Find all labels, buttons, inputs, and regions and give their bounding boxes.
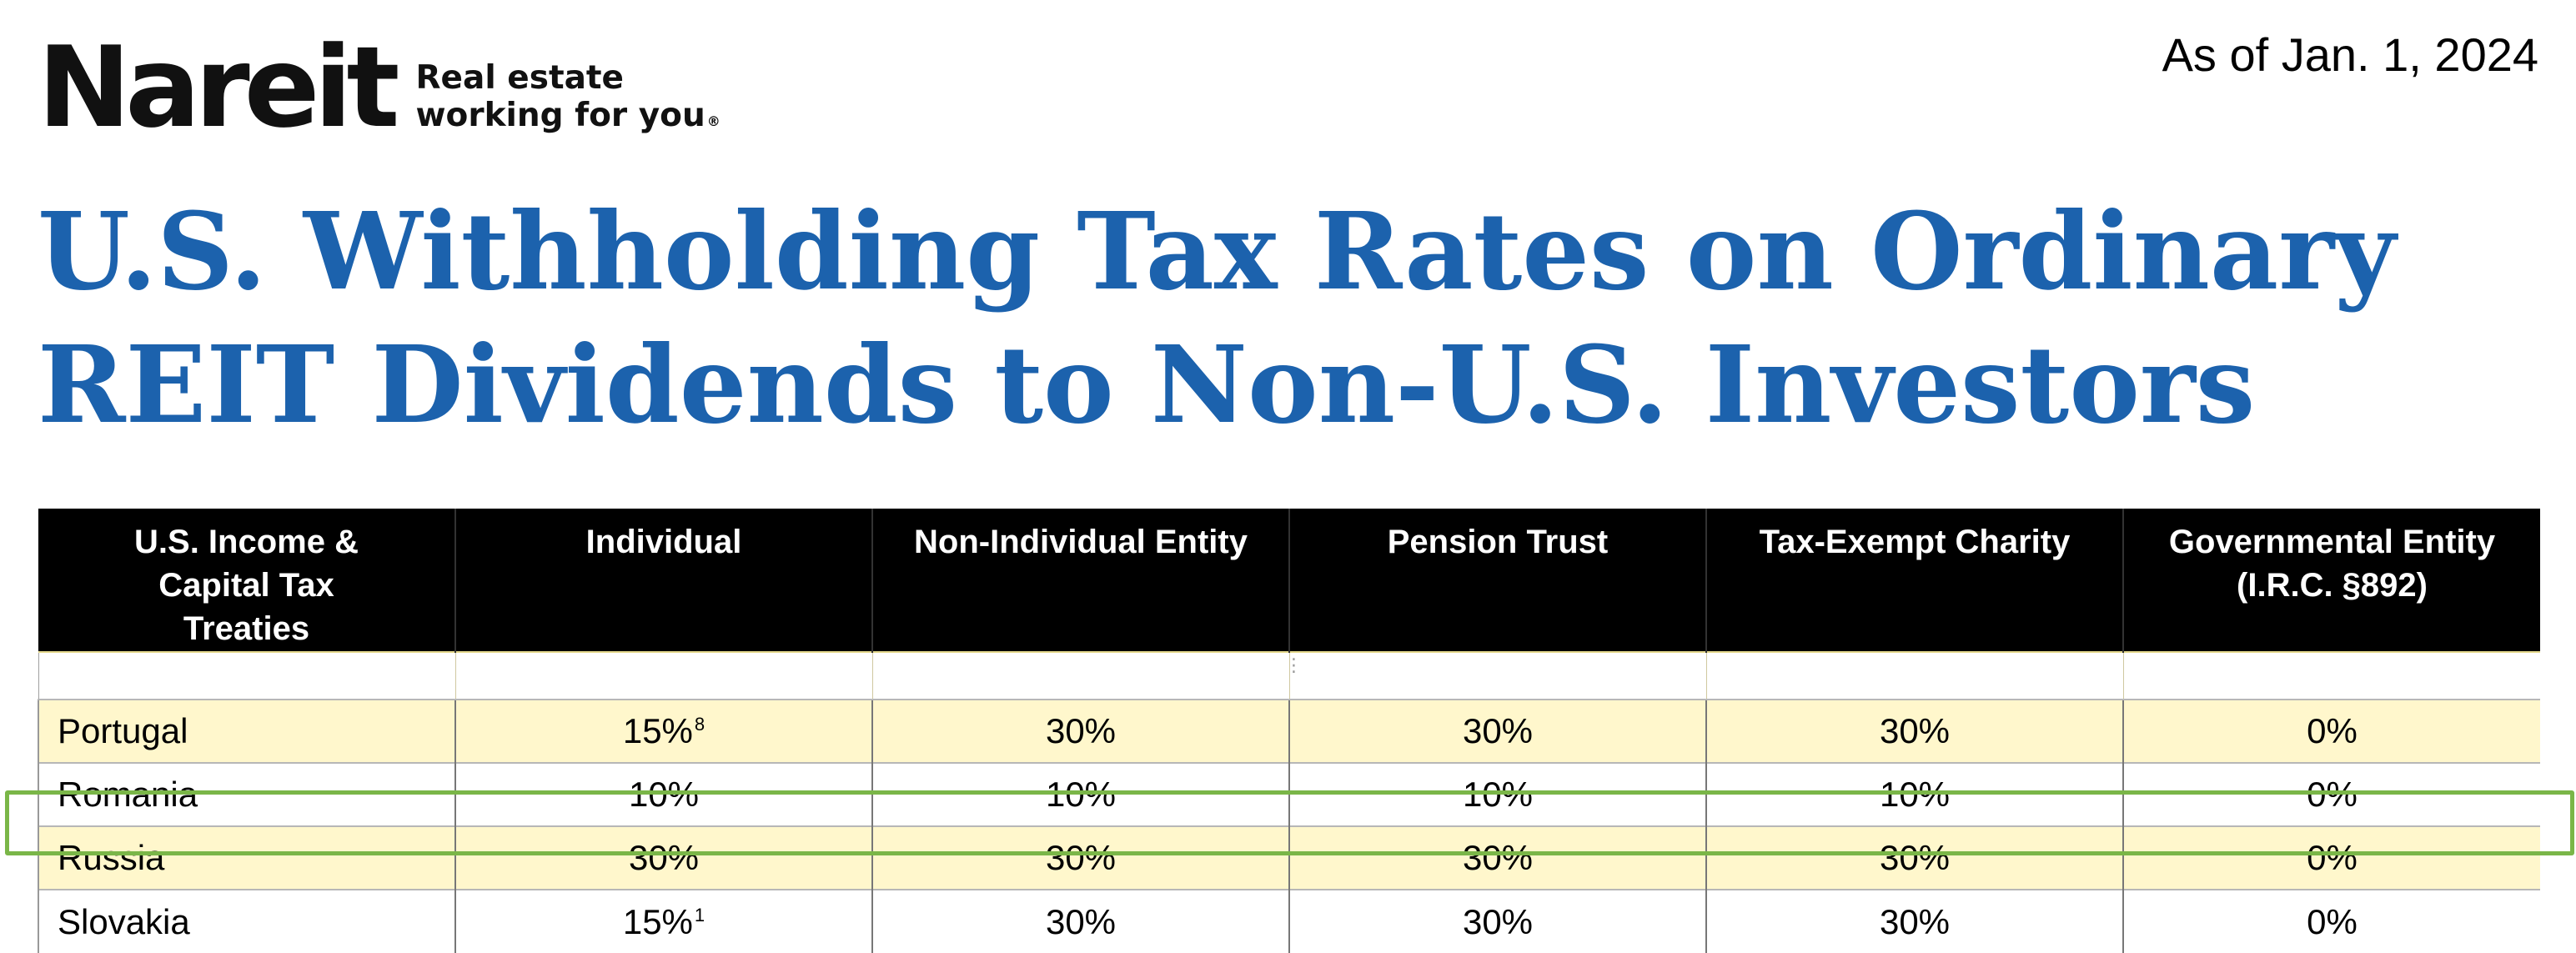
pension-trust-rate-cell: 10% (1288, 762, 1706, 826)
individual-rate-cell: 15%8 (454, 699, 872, 763)
tax-exempt-charity-rate-cell: 10% (1705, 762, 2123, 826)
drag-handle-icon[interactable]: ⋮ (1284, 655, 1303, 675)
non-individual-rate-cell: 30% (871, 699, 1289, 763)
logo-tagline-line1: Real estate (415, 59, 624, 98)
spacer-cell (1705, 651, 2123, 700)
logo-tagline-line2-text: working for you (415, 97, 706, 135)
column-header-governmental-text: Governmental Entity (I.R.C. §892) (2168, 524, 2496, 604)
as-of-date: As of Jan. 1, 2024 (2162, 28, 2538, 81)
header-row: U.S. Income & Capital Tax Treaties Indiv… (38, 509, 2540, 652)
table-row: Romania 10% 10% 10% 10% 0% (38, 762, 2540, 826)
tax-exempt-charity-rate-cell: 30% (1705, 825, 2123, 890)
non-individual-rate-cell: 30% (871, 889, 1289, 953)
column-header-treaties-text: U.S. Income & Capital Tax Treaties (134, 524, 359, 647)
table-body: ⋮ Portugal 15%8 30% 30% 30% 0% Romania 1… (38, 651, 2540, 953)
withholding-rates-table: U.S. Income & Capital Tax Treaties Indiv… (38, 509, 2540, 953)
column-header-pension-trust: Pension Trust (1288, 509, 1706, 652)
non-individual-rate-cell: 10% (871, 762, 1289, 826)
non-individual-rate-cell: 30% (871, 825, 1289, 890)
individual-rate-value: 10% (628, 775, 700, 814)
individual-rate-cell: 10% (454, 762, 872, 826)
footnote-marker: 8 (694, 714, 706, 735)
governmental-rate-cell: 0% (2122, 825, 2540, 890)
spacer-row: ⋮ (38, 651, 2540, 700)
logo-tagline: Real estate working for you ® (415, 59, 721, 135)
country-cell: Russia (38, 825, 455, 890)
table-row: Portugal 15%8 30% 30% 30% 0% (38, 699, 2540, 763)
pension-trust-rate-cell: 30% (1288, 889, 1706, 953)
table-row-highlighted: Russia 30% 30% 30% 30% 0% (38, 825, 2540, 890)
country-cell: Romania (38, 762, 455, 826)
governmental-rate-cell: 0% (2122, 762, 2540, 826)
spacer-cell (871, 651, 1289, 700)
logo-wordmark: Nareit (38, 23, 400, 153)
country-cell: Portugal (38, 699, 455, 763)
spacer-cell (2122, 651, 2540, 700)
individual-rate-cell: 15%1 (454, 889, 872, 953)
spacer-cell: ⋮ (1285, 651, 1706, 700)
table-header: U.S. Income & Capital Tax Treaties Indiv… (38, 509, 2540, 652)
tax-exempt-charity-rate-cell: 30% (1705, 889, 2123, 953)
governmental-rate-cell: 0% (2122, 699, 2540, 763)
page-title: U.S. Withholding Tax Rates on Ordinary R… (38, 189, 2396, 447)
column-header-tax-exempt-charity: Tax-Exempt Charity (1705, 509, 2123, 652)
governmental-rate-cell: 0% (2122, 889, 2540, 953)
nareit-logo: Nareit Real estate working for you ® (38, 32, 721, 143)
logo-tagline-line2: working for you ® (415, 97, 721, 135)
spacer-cell (454, 651, 872, 700)
individual-rate-value: 30% (628, 838, 700, 877)
tax-exempt-charity-rate-cell: 30% (1705, 699, 2123, 763)
column-header-non-individual: Non-Individual Entity (871, 509, 1289, 652)
column-header-individual: Individual (454, 509, 872, 652)
individual-rate-value: 15% (622, 901, 693, 941)
spacer-cell (38, 651, 455, 700)
column-header-treaties: U.S. Income & Capital Tax Treaties (38, 509, 455, 652)
footnote-marker: 1 (694, 904, 706, 925)
pension-trust-rate-cell: 30% (1288, 699, 1706, 763)
individual-rate-value: 15% (622, 711, 693, 750)
country-cell: Slovakia (38, 889, 455, 953)
registered-mark-icon: ® (706, 113, 721, 130)
individual-rate-cell: 30% (454, 825, 872, 890)
column-header-governmental: Governmental Entity (I.R.C. §892) (2122, 509, 2540, 652)
table-row: Slovakia 15%1 30% 30% 30% 0% (38, 889, 2540, 953)
pension-trust-rate-cell: 30% (1288, 825, 1706, 890)
